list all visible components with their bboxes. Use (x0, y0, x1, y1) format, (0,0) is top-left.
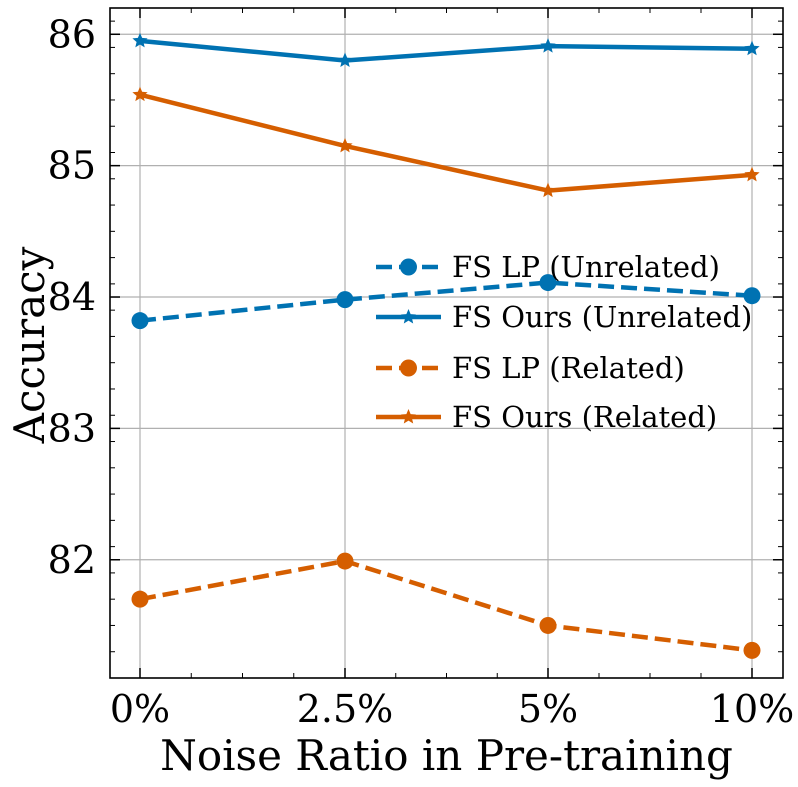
legend-label: FS LP (Related) (452, 351, 685, 385)
x-tick-label: 0% (110, 687, 170, 731)
legend-label: FS LP (Unrelated) (452, 250, 720, 284)
series-1 (131, 274, 761, 330)
data-point-star (744, 40, 760, 56)
legend-item: FS LP (Unrelated) (376, 250, 720, 284)
legend-label: FS Ours (Unrelated) (452, 300, 752, 334)
data-point-circle (539, 274, 557, 292)
data-point-star (540, 182, 556, 198)
y-tick-label: 84 (48, 275, 96, 319)
tick-labels: 0% 2.5% 5% 10% 82 83 84 85 86 (48, 12, 795, 731)
data-point-star (337, 137, 353, 153)
legend-marker-star (400, 309, 417, 324)
data-point-circle (539, 616, 557, 634)
series-3 (131, 552, 761, 659)
series-line (139, 92, 753, 193)
data-point-circle (336, 552, 354, 570)
y-axis-title: Accuracy (5, 246, 54, 444)
legend-item: FS Ours (Unrelated) (376, 300, 752, 334)
series-line (139, 558, 753, 653)
plot-border (109, 7, 784, 679)
series-line (139, 280, 753, 323)
y-tick-label: 83 (48, 406, 96, 450)
x-tick-label: 10% (710, 687, 794, 731)
legend-marker-circle (400, 359, 417, 377)
x-axis-title: Noise Ratio in Pre-training (160, 731, 733, 780)
data-point-circle (336, 291, 354, 309)
grid-lines (110, 8, 783, 678)
data-point-circle (131, 590, 149, 608)
legend-marker-star (400, 409, 417, 424)
legend-item: FS Ours (Related) (376, 400, 717, 434)
y-tick-label: 86 (48, 12, 96, 56)
data-point-circle (743, 287, 761, 305)
series-line (139, 38, 753, 63)
y-tick-label: 85 (48, 144, 96, 188)
series-4 (132, 86, 760, 198)
legend-label: FS Ours (Related) (452, 400, 717, 434)
data-point-star (540, 38, 556, 53)
legend: FS LP (Unrelated) FS Ours (Unrelated) FS L… (376, 250, 752, 434)
axis-ticks (110, 8, 783, 679)
series-2 (132, 32, 760, 68)
legend-marker-circle (400, 258, 417, 276)
data-point-star (132, 86, 148, 102)
y-tick-label: 82 (48, 538, 96, 582)
legend-item: FS LP (Related) (376, 351, 685, 385)
data-point-circle (743, 641, 761, 659)
series-layer (131, 32, 761, 659)
x-tick-label: 5% (518, 687, 578, 731)
data-point-star (337, 52, 353, 68)
x-tick-label: 2.5% (297, 687, 394, 731)
data-point-circle (131, 312, 149, 330)
data-point-star (744, 166, 760, 182)
plot-frame (109, 7, 784, 679)
data-point-star (132, 32, 148, 48)
